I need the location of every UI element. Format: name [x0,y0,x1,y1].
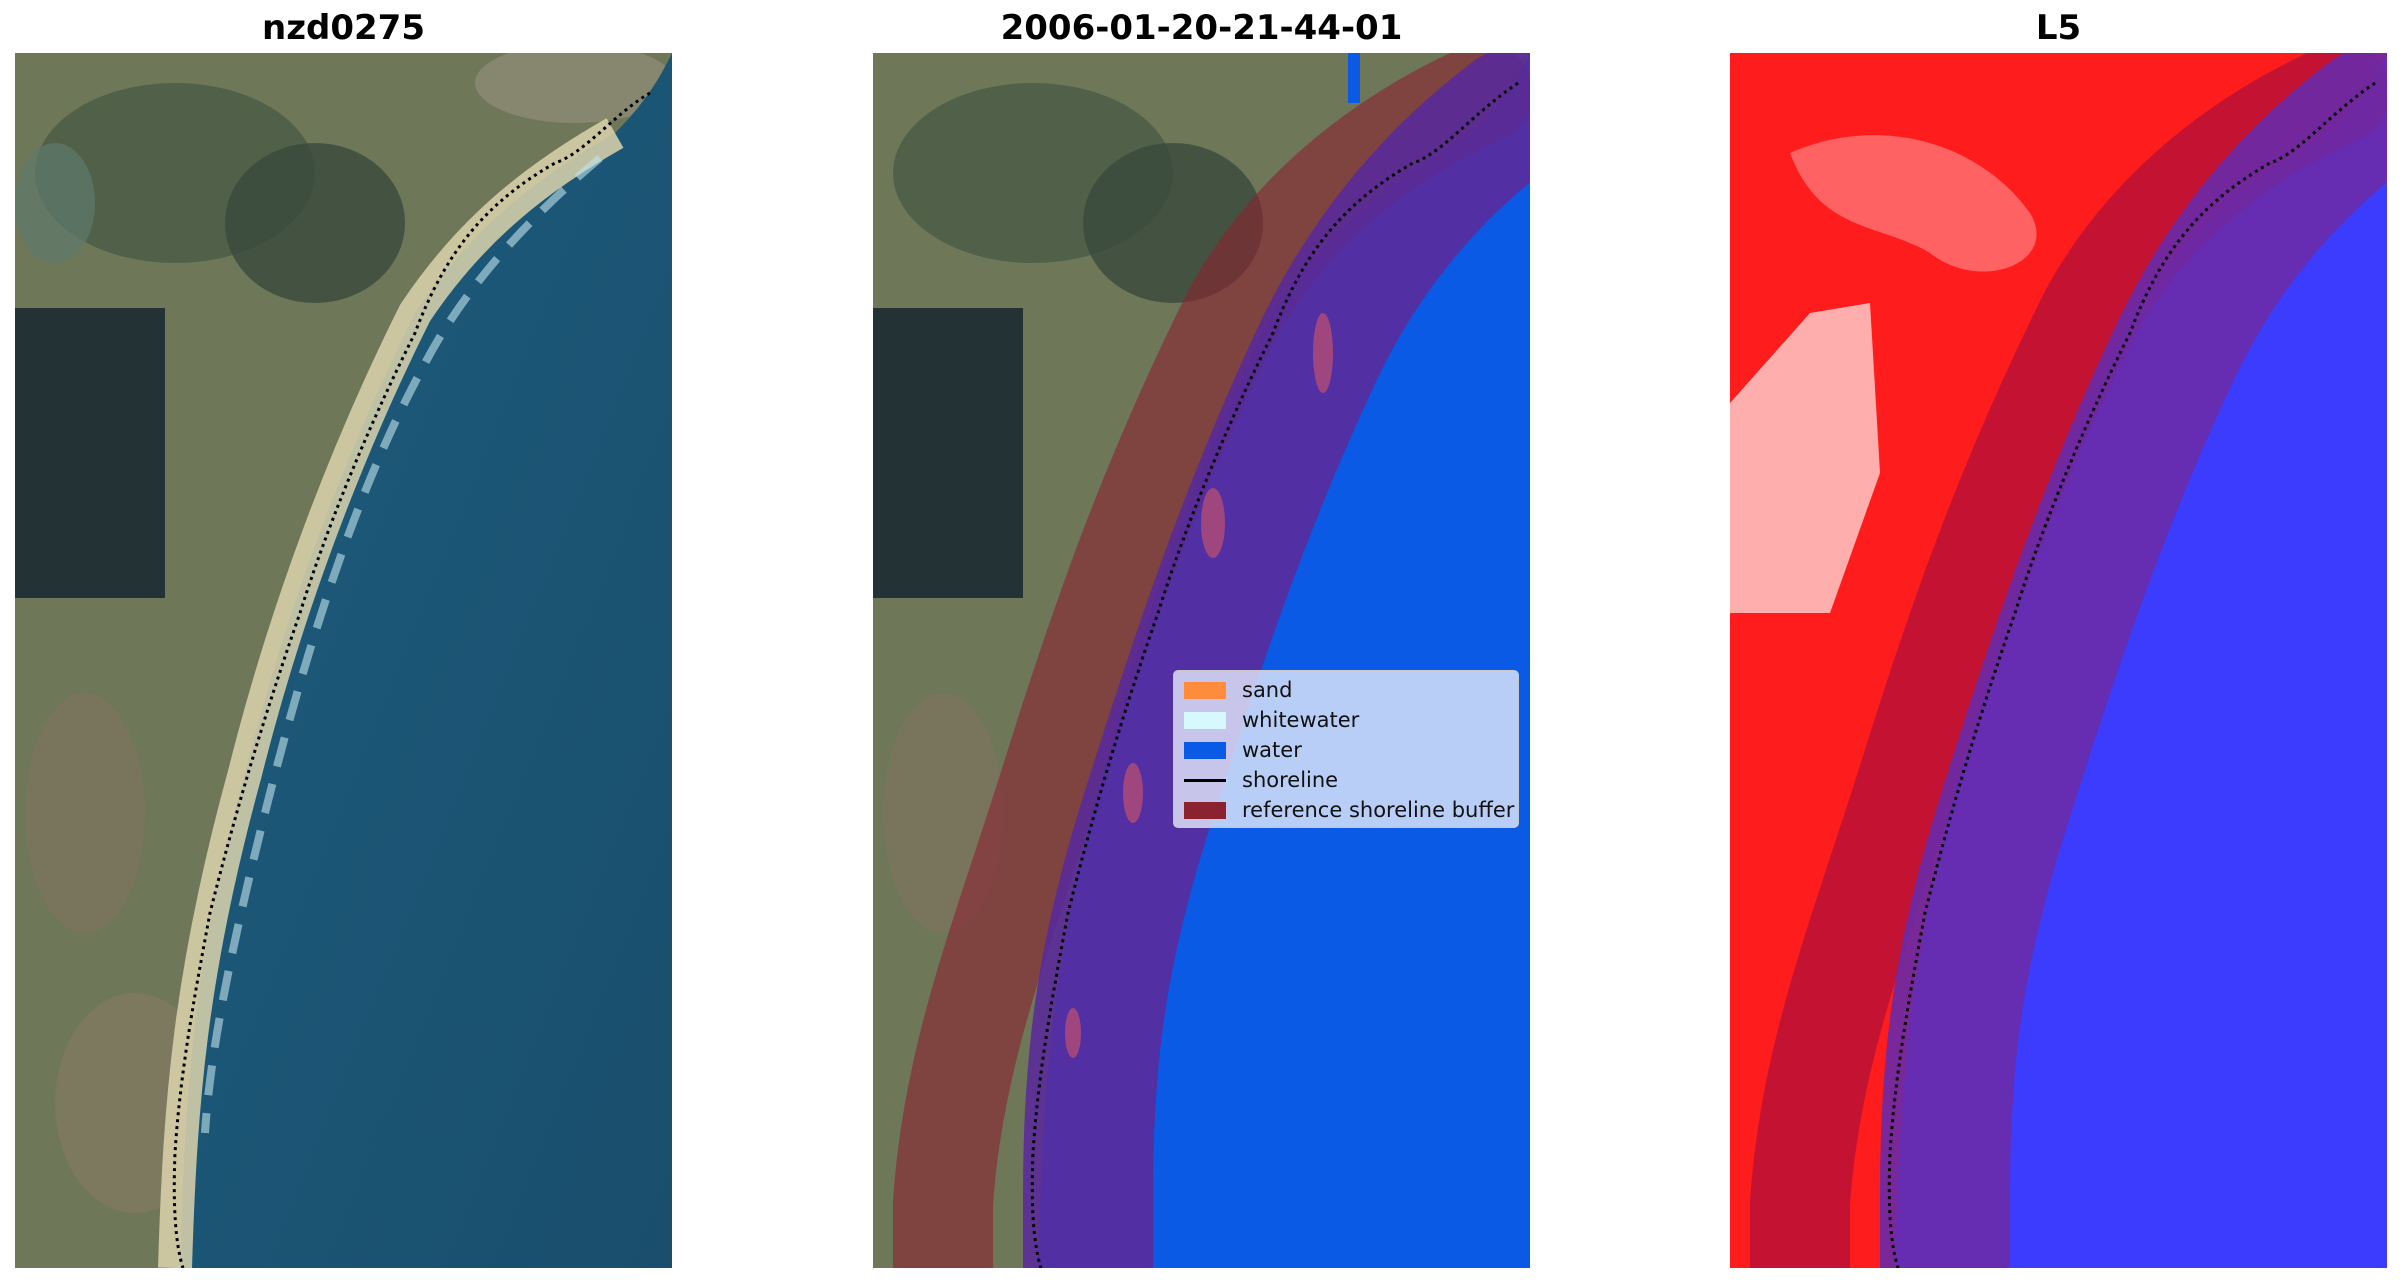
rgb-image-svg [15,53,672,1268]
legend: sand whitewater water shoreline referenc… [1173,670,1519,828]
sand-patch [1123,763,1143,823]
rgb-satellite-image [15,53,672,1268]
l5-svg [1730,53,2387,1268]
buffer-swatch [1184,801,1226,819]
sand-patch [1065,1008,1081,1058]
land-index-highlight [1730,303,1880,613]
sand-patch [1201,488,1225,558]
legend-label-buffer: reference shoreline buffer [1242,798,1515,822]
reference-shoreline-buffer-water [1023,53,1530,1268]
reference-shoreline-buffer-water [1880,53,2387,1268]
vegetation-patch [225,143,405,303]
land-index-highlight [1790,135,2037,272]
panel-title-classification: 2006-01-20-21-44-01 [1000,8,1403,48]
reference-shoreline-buffer-land [893,53,1530,1268]
legend-label-sand: sand [1242,678,1293,702]
sand-swatch [1184,681,1226,699]
reference-shoreline-buffer-land [1750,53,2387,1268]
shoreline [1030,81,1519,1268]
shoreline [1887,81,2376,1268]
dark-forest-patch [873,308,1023,598]
ocean [180,53,672,1268]
legend-label-whitewater: whitewater [1242,708,1360,732]
dark-forest-patch [15,308,165,598]
shoreline [172,91,651,1268]
water-class-fragment [1348,53,1360,103]
legend-item-sand: sand [1184,675,1518,705]
legend-label-shoreline: shoreline [1242,768,1339,792]
whitewater-band [201,154,603,1134]
legend-label-water: water [1242,738,1302,762]
classification-image [873,53,1530,1268]
l5-image [1730,53,2387,1268]
land-patch [25,693,145,933]
classification-svg [873,53,1530,1268]
vegetation-patch [15,143,95,263]
whitewater-swatch [1184,711,1226,729]
legend-item-water: water [1184,735,1518,765]
sand-patch [1313,313,1333,393]
beach-sand [158,118,624,1268]
legend-item-buffer: reference shoreline buffer [1184,795,1518,825]
panel-title-rgb: nzd0275 [262,8,425,48]
legend-item-shoreline: shoreline [1184,765,1518,795]
shoreline-swatch [1184,778,1226,782]
legend-item-whitewater: whitewater [1184,705,1518,735]
water-swatch [1184,741,1226,759]
land-patch [475,53,672,123]
panel-title-l5: L5 [2035,8,2082,48]
